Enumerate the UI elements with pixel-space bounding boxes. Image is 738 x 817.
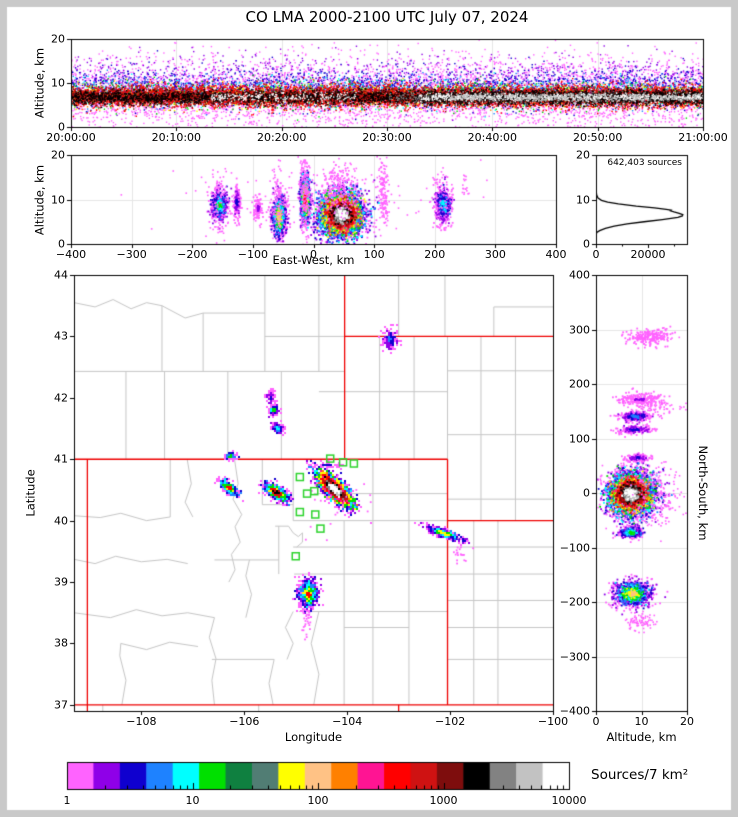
altitude-axis-tick: 20	[680, 715, 694, 728]
colorbar-tick: 1000	[429, 794, 458, 807]
longitude-axis-tick: −108	[126, 715, 157, 728]
map-ylabel: Latitude	[23, 469, 38, 517]
altitude-axis-tick: 10	[51, 76, 65, 90]
count-axis-tick: 20000	[630, 248, 666, 261]
ew-axis-tick: −300	[116, 248, 147, 261]
longitude-axis-tick: −102	[434, 715, 466, 728]
ew-axis-tick: 0	[310, 248, 317, 261]
time-axis-tick: 20:20:00	[256, 131, 307, 144]
latitude-axis-tick: 38	[54, 636, 68, 650]
ew-axis-tick: 300	[484, 248, 506, 261]
latitude-axis-tick: 44	[54, 268, 68, 282]
altitude-axis-tick: 0	[58, 120, 65, 134]
altitude-axis-tick: 20	[51, 148, 65, 162]
time-axis-tick: 20:40:00	[467, 131, 518, 144]
ns-axis-tick: −200	[559, 595, 590, 609]
ew-height-ylabel: Altitude, km	[32, 164, 47, 236]
time-axis-tick: 20:00:00	[46, 131, 96, 144]
colorbar-label: Sources/7 km²	[591, 767, 689, 783]
ns-axis-tick: 300	[569, 323, 590, 336]
ns-height-ylabel: North-South, km	[695, 445, 710, 541]
ew-axis-tick: 400	[545, 248, 567, 261]
ns-axis-tick: −300	[559, 650, 590, 663]
altitude-axis-tick: 10	[51, 193, 65, 206]
colorbar-tick: 10	[185, 794, 200, 807]
ns-axis-tick: −400	[559, 704, 590, 718]
colorbar-tick: 10000	[551, 794, 587, 807]
ew-axis-tick: −100	[237, 248, 268, 261]
longitude-axis-tick: −100	[537, 715, 569, 728]
ns-axis-tick: 0	[583, 486, 590, 500]
ns-height-xlabel: Altitude, km	[606, 730, 677, 744]
time-axis-tick: 21:00:00	[678, 131, 728, 144]
ns-axis-tick: 100	[569, 432, 590, 445]
altitude-axis-tick: 0	[583, 237, 590, 251]
ns-axis-tick: 200	[569, 377, 590, 391]
latitude-axis-tick: 42	[54, 391, 68, 405]
count-axis-tick: 0	[592, 248, 600, 261]
ew-axis-tick: 100	[363, 248, 385, 261]
longitude-axis-tick: −106	[229, 715, 260, 728]
time-height-ylabel: Altitude, km	[32, 47, 47, 119]
latitude-axis-tick: 41	[54, 452, 68, 466]
ew-axis-tick: −400	[55, 248, 87, 261]
ew-axis-tick: 200	[424, 248, 446, 261]
latitude-axis-tick: 39	[54, 575, 68, 589]
colorbar-tick: 100	[307, 794, 329, 807]
latitude-axis-tick: 40	[54, 514, 68, 528]
altitude-axis-tick: 20	[576, 148, 590, 162]
time-axis-tick: 20:30:00	[362, 131, 412, 144]
ns-axis-tick: −100	[559, 541, 590, 554]
altitude-axis-tick: 20	[51, 32, 65, 46]
ns-axis-tick: 400	[569, 268, 590, 282]
altitude-axis-tick: 0	[58, 237, 65, 251]
longitude-axis-tick: −104	[332, 715, 363, 728]
altitude-axis-tick: 10	[634, 715, 649, 728]
colorbar-tick: 1	[63, 794, 71, 807]
altitude-axis-tick: 10	[576, 193, 590, 206]
map-xlabel: Longitude	[284, 730, 343, 744]
ew-axis-tick: −200	[177, 248, 208, 261]
source-count-annotation: 642,403 sources	[607, 158, 682, 168]
latitude-axis-tick: 37	[54, 698, 68, 712]
time-axis-tick: 20:10:00	[151, 131, 202, 144]
latitude-axis-tick: 43	[54, 329, 68, 343]
ew-height-xlabel: East-West, km	[272, 253, 355, 267]
figure-title: CO LMA 2000-2100 UTC July 07, 2024	[245, 8, 529, 26]
time-axis-tick: 20:50:00	[572, 131, 623, 144]
altitude-axis-tick: 0	[592, 715, 600, 728]
